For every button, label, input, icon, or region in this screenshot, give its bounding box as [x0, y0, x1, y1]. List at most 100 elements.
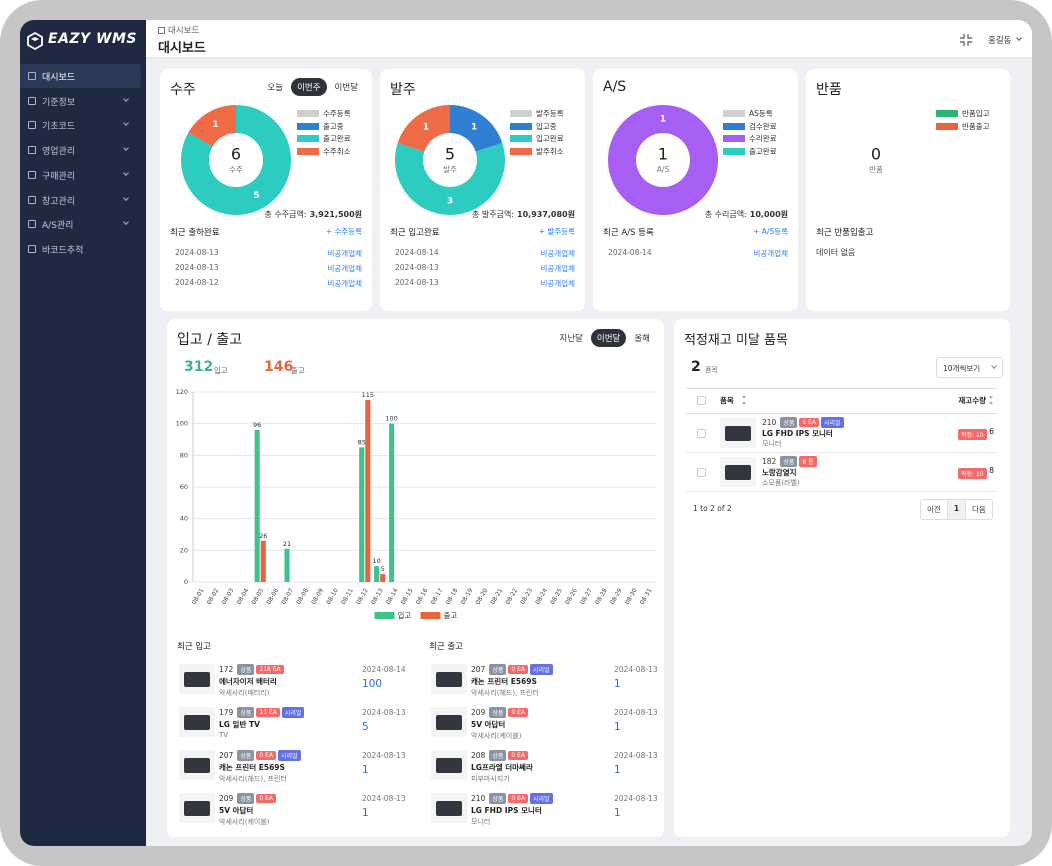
row-border [686, 452, 997, 453]
amount-label: 총 수주금액: [264, 210, 307, 219]
x-tick-label: 08-04 [236, 587, 251, 606]
page-button[interactable]: 다음 [965, 500, 992, 519]
tag: 11 EA [256, 708, 280, 717]
tab[interactable]: 지난달 [559, 334, 583, 344]
menu-label: 기초코드 [42, 122, 76, 133]
amount-line: 총 발주금액: 10,937,080원 [472, 209, 575, 220]
thumbnail-shape [436, 714, 462, 730]
recent-company[interactable]: 비공개업체 [753, 249, 789, 258]
menu-item[interactable]: 기준정보 [20, 89, 141, 113]
thumbnail [720, 418, 756, 448]
item-name: LG프라엘 더마쎄라 [471, 763, 533, 772]
tab[interactable]: 이번달 [334, 83, 358, 93]
logo-text: EAZY WMS [48, 31, 138, 47]
bar-value-label: 26 [259, 532, 267, 540]
item-category: 피부마사지기 [471, 775, 510, 783]
list-title: 최근 입고 [177, 642, 211, 652]
item-count[interactable]: 100 [362, 678, 383, 690]
tab[interactable]: 이번주 [291, 78, 327, 96]
tab[interactable]: 올해 [634, 334, 650, 344]
bar-value-label: 96 [253, 421, 261, 429]
tab[interactable]: 오늘 [267, 83, 284, 93]
segment-label: 1 [660, 115, 666, 125]
tag: 상품 [237, 707, 255, 718]
tag: 상품 [489, 707, 507, 718]
tag-row: 207 상품 0 EA 시리얼 [471, 664, 553, 675]
menu-item[interactable]: 구매관리 [20, 163, 141, 187]
item-count[interactable]: 1 [614, 764, 621, 776]
amount-value: 10,937,080원 [517, 210, 575, 219]
out-label: 출고 [291, 366, 305, 375]
recent-company[interactable]: 비공개업체 [327, 279, 363, 288]
tag: 상품 [489, 793, 507, 804]
legend: 수주등록 출고중 출고완료 수주취소 [297, 107, 351, 158]
item-count[interactable]: 1 [614, 678, 621, 690]
donut-segment [450, 105, 503, 152]
legend-item: 입고완료 [510, 132, 564, 145]
recent-title: 최근 입고완료 [390, 228, 440, 238]
x-tick-label: 08-10 [325, 587, 340, 606]
thumbnail-shape [436, 757, 462, 773]
legend-item: 검수완료 [723, 120, 777, 133]
bar-value-label: 85 [358, 438, 366, 446]
chevron-icon [123, 219, 129, 226]
tag-row: 207 상품 0 EA 시리얼 [219, 750, 301, 761]
item-count[interactable]: 1 [362, 807, 369, 819]
donut-center-label: 발주 [443, 165, 457, 174]
legend-swatch [723, 147, 745, 155]
menu-item[interactable]: 창고관리 [20, 188, 141, 212]
segment-label: 1 [423, 122, 429, 132]
recent-company[interactable]: 비공개업체 [327, 249, 363, 258]
recent-company[interactable]: 비공개업체 [540, 279, 576, 288]
legend: 반품입고 반품출고 [936, 107, 990, 132]
item-id: 182 [762, 457, 777, 466]
add-link[interactable]: + 수주등록 [325, 227, 362, 236]
x-tick-label: 08-25 [549, 587, 564, 606]
tag: 상품 [237, 750, 255, 761]
card-title: 수주 [170, 82, 196, 98]
breadcrumb-icon [158, 27, 165, 34]
menu-label: 바코드추적 [42, 245, 84, 256]
checkbox[interactable] [697, 468, 706, 477]
checkbox[interactable] [697, 396, 706, 405]
user-name[interactable]: 홍길동 [988, 36, 1012, 46]
list-title: 최근 출고 [429, 642, 463, 652]
recent-company[interactable]: 비공개업체 [540, 249, 576, 258]
x-tick-label: 08-11 [340, 587, 355, 606]
legend-item: 반품입고 [936, 107, 990, 120]
item-count[interactable]: 1 [614, 807, 621, 819]
recent-company[interactable]: 비공개업체 [540, 264, 576, 273]
item-date: 2024-08-13 [614, 708, 658, 717]
menu-item[interactable]: A/S관리 [20, 212, 141, 236]
item-count[interactable]: 1 [362, 764, 369, 776]
segment-label: 1 [471, 122, 477, 132]
x-tick-label: 08-02 [206, 587, 221, 606]
page-size-select[interactable]: 10개씩보기 [936, 357, 1003, 378]
column-header[interactable]: 품목 [720, 396, 734, 405]
tab[interactable]: 이번달 [590, 329, 627, 347]
bar-value-label: 115 [362, 391, 374, 399]
menu-item[interactable]: 대시보드 [20, 64, 141, 88]
add-link[interactable]: + 발주등록 [538, 227, 575, 236]
y-tick-label: 40 [180, 515, 188, 523]
add-link[interactable]: + A/S등록 [753, 227, 788, 236]
recent-date: 2024-08-13 [175, 263, 219, 272]
item-count[interactable]: 5 [362, 721, 369, 733]
checkbox[interactable] [697, 429, 706, 438]
tag: 0 EA [256, 794, 276, 803]
menu-item[interactable]: 바코드추적 [20, 237, 141, 261]
item-count[interactable]: 1 [614, 721, 621, 733]
thumbnail [431, 664, 467, 694]
legend-label: 출고중 [323, 121, 344, 131]
donut-center-label: A/S [657, 165, 670, 174]
y-tick-label: 60 [180, 483, 188, 491]
item-category: 악세사리(케이블) [471, 732, 522, 740]
recent-company[interactable]: 비공개업체 [327, 264, 363, 273]
tag: 0 EA [508, 708, 528, 717]
menu-item[interactable]: 영업관리 [20, 138, 141, 162]
page-button[interactable]: 이전 [927, 505, 941, 514]
bar [380, 574, 386, 582]
column-header[interactable]: 재고수량 [958, 396, 986, 405]
page-button[interactable]: 1 [946, 500, 966, 519]
menu-item[interactable]: 기초코드 [20, 113, 141, 137]
